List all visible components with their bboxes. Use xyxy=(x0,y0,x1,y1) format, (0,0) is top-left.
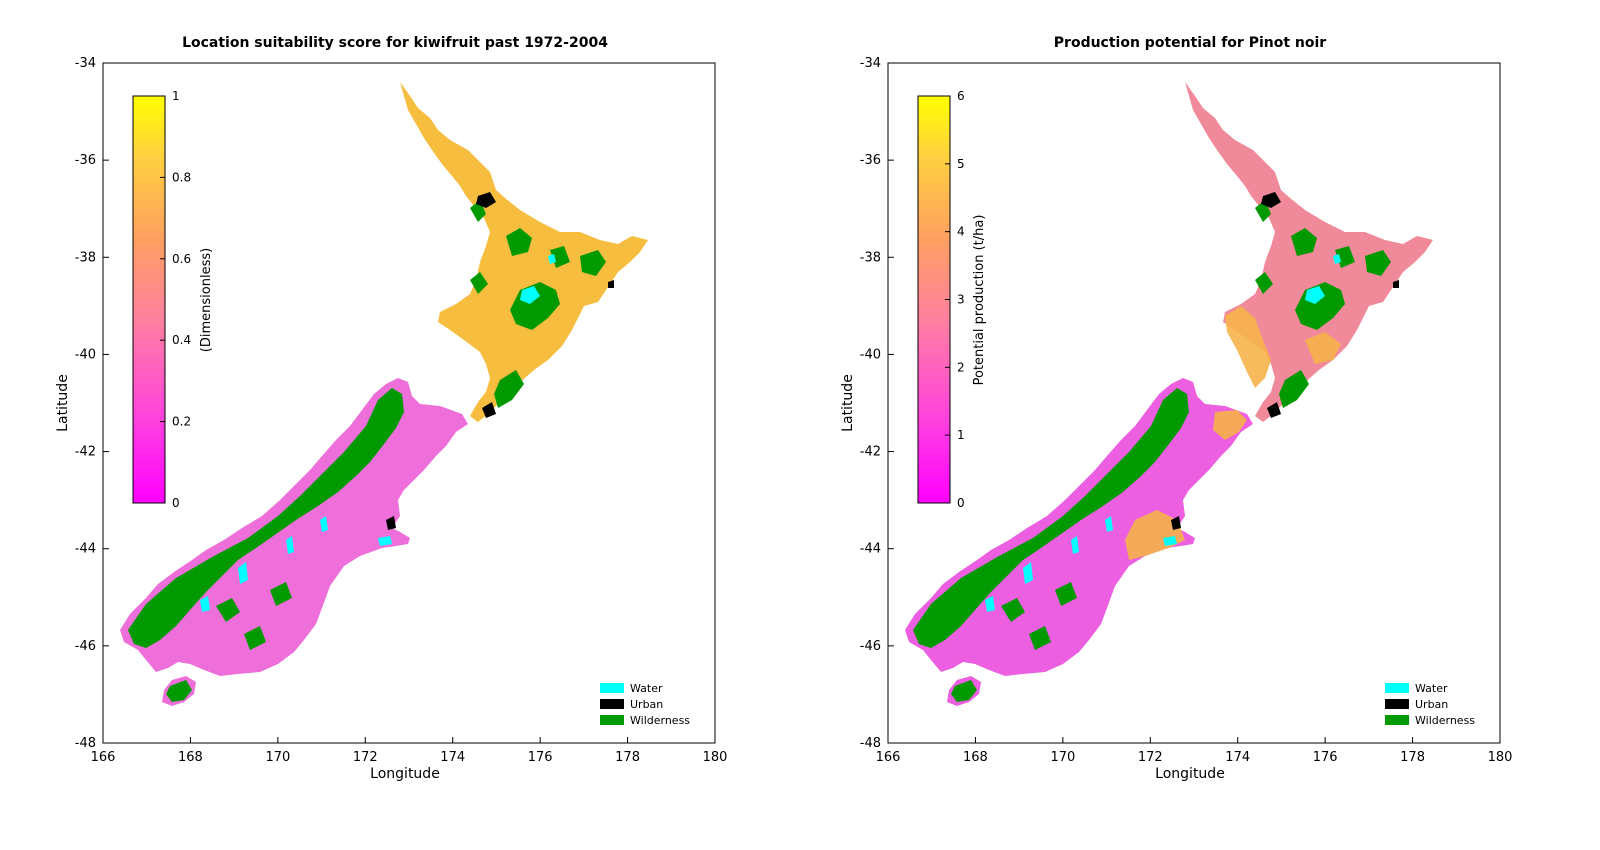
y-tick-label: -46 xyxy=(860,639,881,654)
x-tick-label: 176 xyxy=(1313,750,1338,765)
south-island xyxy=(905,378,1253,676)
nz-map xyxy=(905,82,1433,706)
y-axis-ticks: -34 -36 -38 -40 -42 -44 -46 -48 xyxy=(860,56,894,751)
y-tick-label: -34 xyxy=(860,56,881,71)
y-tick-label: -36 xyxy=(75,153,96,168)
legend-label-urban: Urban xyxy=(630,698,663,711)
panel-pinot: Production potential for Pinot noir xyxy=(840,35,1512,782)
y-tick-label: -42 xyxy=(860,445,881,460)
x-tick-label: 168 xyxy=(963,750,988,765)
y-tick-label: -48 xyxy=(75,736,96,751)
legend-swatch-water xyxy=(1385,683,1409,693)
urban-areas xyxy=(1171,192,1399,530)
colorbar-tick-label: 0.4 xyxy=(172,333,191,347)
y-tick-label: -46 xyxy=(75,639,96,654)
legend-swatch-urban xyxy=(1385,699,1409,709)
nz-map xyxy=(120,82,648,706)
legend-swatch-urban xyxy=(600,699,624,709)
panel-kiwifruit: Location suitability score for kiwifruit… xyxy=(55,35,727,782)
x-axis-ticks: 166 168 170 172 174 176 178 180 xyxy=(876,737,1513,765)
plot-area xyxy=(102,62,716,744)
x-tick-label: 170 xyxy=(1050,750,1075,765)
colorbar-tick-label: 0 xyxy=(172,496,180,510)
wilderness-areas xyxy=(128,200,606,702)
urban-areas xyxy=(386,192,614,530)
x-tick-label: 176 xyxy=(528,750,553,765)
high-production-zones xyxy=(1125,306,1341,560)
colorbar-tick-label: 0.8 xyxy=(172,170,191,184)
x-tick-label: 180 xyxy=(1488,750,1513,765)
x-tick-label: 174 xyxy=(1225,750,1250,765)
x-axis-label: Longitude xyxy=(1155,766,1225,782)
legend-label-water: Water xyxy=(630,682,663,695)
legend-swatch-water xyxy=(600,683,624,693)
y-tick-label: -38 xyxy=(860,250,881,265)
colorbar xyxy=(132,95,166,504)
x-tick-label: 170 xyxy=(265,750,290,765)
y-axis-ticks: -34 -36 -38 -40 -42 -44 -46 -48 xyxy=(75,56,109,751)
colorbar-tick-label: 1 xyxy=(172,89,180,103)
x-tick-label: 174 xyxy=(440,750,465,765)
legend-label-urban: Urban xyxy=(1415,698,1448,711)
legend-label-wilderness: Wilderness xyxy=(1415,714,1475,727)
y-tick-label: -48 xyxy=(860,736,881,751)
colorbar-tick-label: 0.2 xyxy=(172,415,191,429)
x-axis-ticks: 166 168 170 172 174 176 178 180 xyxy=(91,737,728,765)
colorbar-tick-label: 1 xyxy=(957,428,965,442)
panel-title: Production potential for Pinot noir xyxy=(1054,35,1327,51)
colorbar-label: (Dimensionless) xyxy=(199,248,214,352)
y-axis-label: Latitude xyxy=(55,374,71,432)
colorbar-tick-label: 6 xyxy=(957,89,965,103)
legend-swatch-wilderness xyxy=(1385,715,1409,725)
x-tick-label: 180 xyxy=(703,750,728,765)
water-bodies xyxy=(985,254,1341,612)
x-tick-label: 166 xyxy=(91,750,116,765)
y-tick-label: -40 xyxy=(75,347,96,362)
y-axis-label: Latitude xyxy=(840,374,856,432)
x-tick-label: 178 xyxy=(615,750,640,765)
colorbar-tick-label: 5 xyxy=(957,157,965,171)
y-tick-label: -42 xyxy=(75,445,96,460)
colorbar-ticks: 0 0.2 0.4 0.6 0.8 1 xyxy=(160,89,191,510)
x-axis-label: Longitude xyxy=(370,766,440,782)
colorbar-tick-label: 0 xyxy=(957,496,965,510)
legend-swatch-wilderness xyxy=(600,715,624,725)
legend-label-water: Water xyxy=(1415,682,1448,695)
colorbar-tick-label: 3 xyxy=(957,293,965,307)
x-tick-label: 166 xyxy=(876,750,901,765)
y-tick-label: -44 xyxy=(75,542,96,557)
water-bodies xyxy=(200,254,556,612)
colorbar-tick-label: 4 xyxy=(957,225,965,239)
colorbar-tick-label: 0.6 xyxy=(172,252,191,266)
colorbar-label: Potential production (t/ha) xyxy=(972,215,987,386)
x-tick-label: 168 xyxy=(178,750,203,765)
y-tick-label: -40 xyxy=(860,347,881,362)
colorbar xyxy=(917,95,951,504)
y-tick-label: -36 xyxy=(860,153,881,168)
y-tick-label: -38 xyxy=(75,250,96,265)
x-tick-label: 172 xyxy=(353,750,378,765)
colorbar-ticks: 0 1 2 3 4 5 6 xyxy=(945,89,965,510)
plot-area xyxy=(887,62,1501,744)
panel-title: Location suitability score for kiwifruit… xyxy=(182,35,608,51)
colorbar-tick-label: 2 xyxy=(957,360,965,374)
map-legend: Water Urban Wilderness xyxy=(600,682,690,727)
map-legend: Water Urban Wilderness xyxy=(1385,682,1475,727)
y-tick-label: -44 xyxy=(860,542,881,557)
y-tick-label: -34 xyxy=(75,56,96,71)
legend-label-wilderness: Wilderness xyxy=(630,714,690,727)
x-tick-label: 172 xyxy=(1138,750,1163,765)
x-tick-label: 178 xyxy=(1400,750,1425,765)
